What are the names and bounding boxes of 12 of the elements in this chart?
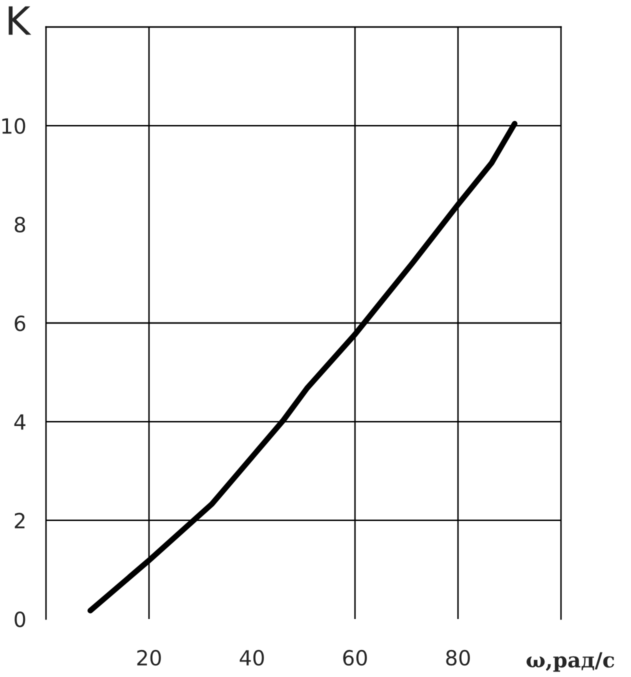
y-tick-label: 4	[14, 414, 26, 430]
x-tick-label: 60	[343, 650, 367, 666]
y-axis-title: K	[8, 6, 32, 35]
x-axis-title: ω,рад/с	[526, 652, 614, 672]
y-tick-label: 0	[14, 611, 26, 628]
y-tick-label: 2	[14, 512, 24, 528]
x-tick-label: 80	[446, 650, 470, 666]
y-tick-label: 10	[2, 118, 26, 134]
x-tick-label: 20	[137, 650, 161, 666]
x-tick-label: 40	[240, 650, 264, 666]
y-tick-label: 8	[14, 216, 26, 233]
y-tick-label: 6	[14, 315, 26, 332]
